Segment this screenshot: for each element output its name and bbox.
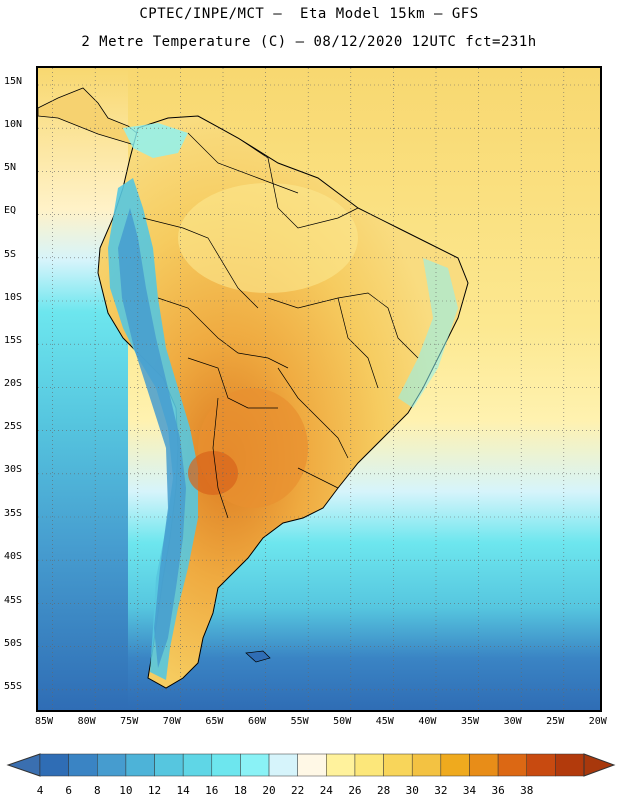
lat-label: 55S	[4, 681, 23, 692]
temperature-colorbar	[6, 753, 616, 777]
lon-label: 60W	[247, 716, 267, 727]
lon-label: 25W	[546, 716, 565, 727]
colorbar-swatch	[440, 753, 470, 777]
lat-label: 15N	[4, 76, 23, 87]
colorbar-swatch	[211, 753, 241, 777]
colorbar-swatch	[125, 753, 155, 777]
colorbar-tick-label: 32	[434, 784, 448, 797]
lat-lon-grid	[38, 68, 600, 710]
lon-label: 20W	[588, 716, 607, 727]
lat-label: 10N	[4, 119, 23, 130]
map-title-line-1: CPTEC/INPE/MCT – Eta Model 15km – GFS	[139, 6, 479, 22]
lon-label: 35W	[460, 716, 480, 727]
colorbar-swatch	[182, 753, 213, 777]
colorbar-swatch	[240, 753, 270, 777]
colorbar-swatch	[268, 753, 298, 777]
colorbar-tick-label: 34	[462, 784, 477, 797]
colorbar-tick-label: 6	[65, 784, 72, 797]
lon-label: 75W	[120, 716, 139, 727]
colorbar-tick-label: 8	[93, 784, 101, 797]
lat-label: 45S	[4, 595, 23, 606]
pacific-ocean-field	[38, 68, 128, 710]
lon-label: 45W	[375, 716, 394, 727]
lon-label: 65W	[205, 716, 224, 727]
lat-label: 40S	[4, 551, 23, 562]
colorbar-tick-label: 4	[36, 784, 44, 797]
lon-label: 80W	[77, 716, 96, 727]
colorbar-swatch	[383, 753, 413, 777]
lat-label: 35S	[4, 508, 23, 519]
lat-label: 5S	[4, 249, 17, 260]
colorbar-tick-label: 28	[376, 784, 391, 797]
lat-label: 20S	[4, 378, 23, 389]
colorbar-tick-label: 10	[119, 784, 133, 797]
lat-label: EQ	[4, 205, 17, 216]
colorbar-tick-label: 30	[405, 784, 419, 797]
lat-label: 10S	[4, 292, 23, 303]
colorbar-tick-label: 24	[319, 784, 333, 797]
colorbar-tick-label: 26	[348, 784, 362, 797]
colorbar-tick-label: 18	[233, 784, 248, 797]
colorbar-max-arrow	[583, 753, 616, 777]
colorbar-min-arrow	[6, 753, 41, 777]
colorbar-swatch	[497, 753, 527, 777]
colorbar-swatch	[411, 753, 442, 777]
colorbar-tick-label: 14	[176, 784, 190, 797]
colorbar-swatch	[297, 753, 327, 777]
lon-label: 70W	[162, 716, 181, 727]
colorbar-swatch	[326, 753, 356, 777]
colorbar-swatch	[68, 753, 98, 777]
lon-label: 30W	[503, 716, 522, 727]
colorbar-swatch	[39, 753, 69, 777]
colorbar-swatch	[354, 753, 384, 777]
colorbar-tick-label: 20	[262, 784, 276, 797]
lon-label: 50W	[333, 716, 352, 727]
colorbar-swatch	[469, 753, 499, 777]
colorbar-swatch	[97, 753, 127, 777]
lat-label: 30S	[4, 464, 23, 475]
colorbar-swatch	[555, 753, 585, 777]
colorbar-tick-label: 12	[147, 784, 162, 797]
map-title-line-2: 2 Metre Temperature (C) – 08/12/2020 12U…	[81, 34, 537, 50]
lat-label: 15S	[4, 335, 23, 346]
falkland-islands	[245, 650, 271, 663]
lon-label: 40W	[418, 716, 437, 727]
colorbar-tick-label: 36	[491, 784, 505, 797]
lat-label: 5N	[4, 162, 17, 173]
colorbar-swatch	[154, 753, 184, 777]
colorbar-tick-label: 22	[291, 784, 305, 797]
lon-label: 85W	[34, 716, 54, 727]
colorbar-swatch	[526, 753, 556, 777]
temperature-map	[36, 66, 602, 712]
colorbar-tick-label: 16	[205, 784, 219, 797]
lat-label: 50S	[4, 638, 23, 649]
colorbar-tick-label: 38	[520, 784, 534, 797]
lon-label: 55W	[290, 716, 309, 727]
lat-label: 25S	[4, 421, 23, 432]
